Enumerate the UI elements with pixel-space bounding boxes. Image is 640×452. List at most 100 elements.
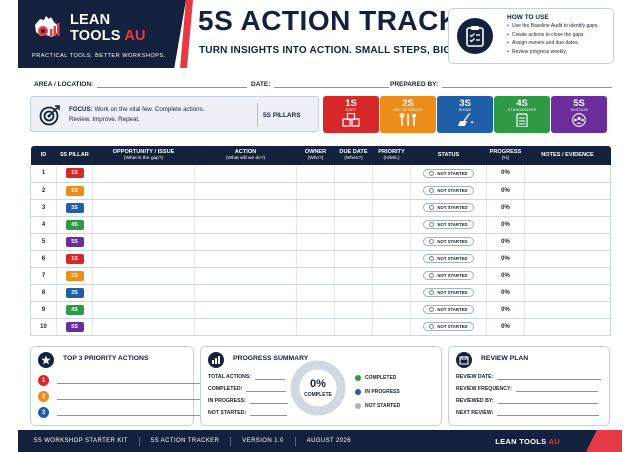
date-field[interactable]: DATE: — [251, 80, 390, 88]
review-frequency-row[interactable]: REVIEW FREQUENCY: — [456, 386, 598, 392]
progress-cell[interactable]: 0% — [486, 267, 525, 285]
row-pillar[interactable]: 3S — [56, 199, 93, 217]
status-cell[interactable]: NOT STARTED — [410, 250, 487, 268]
action-cell[interactable] — [194, 216, 297, 234]
reviewed-by-row[interactable]: REVIEWED BY: — [456, 398, 598, 404]
priority-cell[interactable] — [372, 165, 411, 183]
opportunity-cell[interactable] — [92, 250, 195, 268]
due-date-cell[interactable] — [334, 318, 373, 336]
status-pill[interactable]: NOT STARTED — [423, 237, 474, 246]
notes-cell[interactable] — [524, 267, 611, 285]
priority-cell[interactable] — [372, 250, 411, 268]
priority-cell[interactable] — [372, 284, 411, 302]
priority-cell[interactable] — [372, 318, 411, 336]
due-date-cell[interactable] — [334, 233, 373, 251]
opportunity-cell[interactable] — [92, 267, 195, 285]
row-pillar[interactable]: 2S — [56, 267, 93, 285]
due-date-cell[interactable] — [334, 182, 373, 200]
row-pillar[interactable]: 4S — [56, 301, 93, 319]
progress-cell[interactable]: 0% — [486, 318, 525, 336]
priority-cell[interactable] — [372, 233, 411, 251]
total-actions-row[interactable]: TOTAL ACTIONS: — [208, 374, 286, 380]
due-date-cell[interactable] — [334, 216, 373, 234]
status-pill[interactable]: NOT STARTED — [423, 168, 474, 178]
priority-cell[interactable] — [372, 301, 411, 319]
status-cell[interactable]: NOT STARTED — [410, 182, 487, 200]
area-location-field[interactable]: AREA / LOCATION: — [34, 80, 248, 88]
status-cell[interactable]: NOT STARTED — [410, 165, 487, 183]
status-pill[interactable]: NOT STARTED — [423, 322, 474, 331]
progress-cell[interactable]: 0% — [486, 301, 525, 319]
notes-cell[interactable] — [524, 216, 611, 234]
action-cell[interactable] — [194, 301, 297, 319]
row-pillar[interactable]: 5S — [56, 318, 93, 336]
action-cell[interactable] — [194, 233, 297, 251]
priority-cell[interactable] — [372, 216, 411, 234]
status-cell[interactable]: NOT STARTED — [410, 233, 487, 251]
status-cell[interactable]: NOT STARTED — [410, 267, 487, 285]
action-cell[interactable] — [194, 182, 297, 200]
opportunity-cell[interactable] — [92, 199, 195, 217]
status-cell[interactable]: NOT STARTED — [410, 301, 487, 319]
status-cell[interactable]: NOT STARTED — [410, 284, 487, 302]
progress-cell[interactable]: 0% — [486, 165, 525, 183]
owner-cell[interactable] — [296, 199, 335, 217]
status-pill[interactable]: NOT STARTED — [423, 203, 474, 212]
status-cell[interactable]: NOT STARTED — [410, 199, 487, 217]
status-pill[interactable]: NOT STARTED — [423, 254, 474, 263]
progress-cell[interactable]: 0% — [486, 182, 525, 200]
row-pillar[interactable]: 2S — [56, 182, 93, 200]
notes-cell[interactable] — [524, 250, 611, 268]
notes-cell[interactable] — [524, 284, 611, 302]
progress-cell[interactable]: 0% — [486, 216, 525, 234]
status-pill[interactable]: NOT STARTED — [423, 288, 474, 297]
in-progress-row[interactable]: IN PROGRESS: — [208, 398, 288, 404]
completed-row[interactable]: COMPLETED: — [208, 386, 287, 392]
notes-cell[interactable] — [524, 318, 611, 336]
priority-cell[interactable] — [372, 182, 411, 200]
opportunity-cell[interactable] — [92, 284, 195, 302]
owner-cell[interactable] — [296, 284, 335, 302]
opportunity-cell[interactable] — [92, 216, 195, 234]
due-date-cell[interactable] — [334, 267, 373, 285]
progress-cell[interactable]: 0% — [486, 233, 525, 251]
opportunity-cell[interactable] — [92, 318, 195, 336]
notes-cell[interactable] — [524, 301, 611, 319]
row-pillar[interactable]: 1S — [56, 250, 93, 268]
action-cell[interactable] — [194, 199, 297, 217]
opportunity-cell[interactable] — [92, 301, 195, 319]
owner-cell[interactable] — [296, 318, 335, 336]
not-started-row[interactable]: NOT STARTED: — [208, 410, 288, 416]
action-cell[interactable] — [194, 165, 297, 183]
owner-cell[interactable] — [296, 267, 335, 285]
opportunity-cell[interactable] — [92, 165, 195, 183]
action-cell[interactable] — [194, 250, 297, 268]
due-date-cell[interactable] — [334, 165, 373, 183]
notes-cell[interactable] — [524, 233, 611, 251]
priority-cell[interactable] — [372, 199, 411, 217]
status-pill[interactable]: NOT STARTED — [423, 186, 474, 195]
row-pillar[interactable]: 5S — [56, 233, 93, 251]
due-date-cell[interactable] — [334, 301, 373, 319]
next-review-row[interactable]: NEXT REVIEW: — [456, 410, 600, 416]
opportunity-cell[interactable] — [92, 233, 195, 251]
owner-cell[interactable] — [296, 182, 335, 200]
progress-cell[interactable]: 0% — [486, 199, 525, 217]
action-cell[interactable] — [194, 284, 297, 302]
status-pill[interactable]: NOT STARTED — [423, 220, 474, 229]
status-cell[interactable]: NOT STARTED — [410, 216, 487, 234]
notes-cell[interactable] — [524, 165, 611, 183]
priority-item[interactable]: 3 — [38, 407, 214, 418]
status-pill[interactable]: NOT STARTED — [423, 271, 474, 280]
due-date-cell[interactable] — [334, 199, 373, 217]
notes-cell[interactable] — [524, 199, 611, 217]
review-date-row[interactable]: REVIEW DATE: — [456, 374, 602, 380]
priority-item[interactable]: 1 — [38, 375, 214, 386]
priority-item[interactable]: 2 — [38, 391, 214, 402]
progress-cell[interactable]: 0% — [486, 284, 525, 302]
owner-cell[interactable] — [296, 301, 335, 319]
progress-cell[interactable]: 0% — [486, 250, 525, 268]
due-date-cell[interactable] — [334, 250, 373, 268]
status-pill[interactable]: NOT STARTED — [423, 305, 474, 314]
status-cell[interactable]: NOT STARTED — [410, 318, 487, 336]
